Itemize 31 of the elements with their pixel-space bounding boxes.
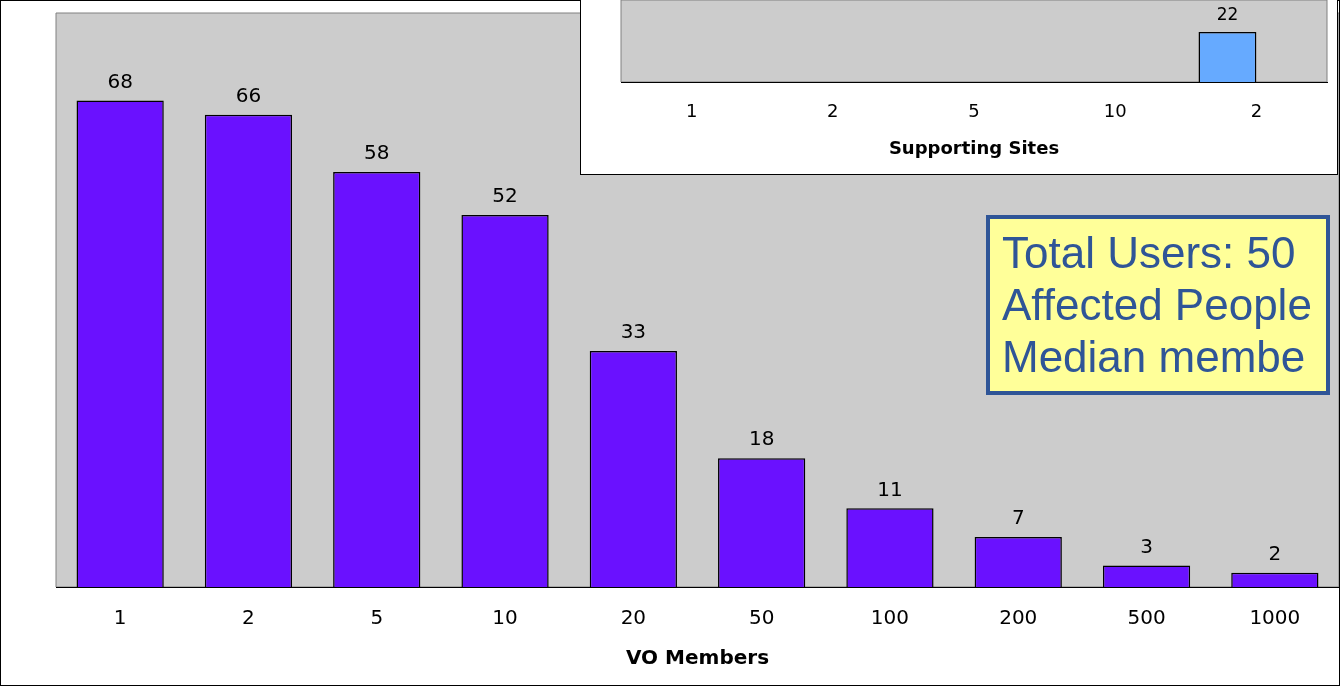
data-label: 3: [1140, 533, 1153, 558]
data-label: 11: [877, 476, 903, 501]
x-tick-label: 2: [242, 605, 255, 630]
data-label: 22: [1216, 3, 1239, 24]
x-tick-label: 5: [370, 605, 384, 630]
x-tick-label: 200: [999, 605, 1038, 630]
x-tick-label: 10: [492, 605, 518, 630]
data-label: 58: [364, 140, 390, 165]
x-tick-label: 5: [968, 100, 980, 122]
data-label: 68: [107, 68, 133, 93]
x-tick-label: 10: [1103, 100, 1127, 122]
x-tick-label: 2: [827, 100, 839, 122]
x-tick-label: 1: [685, 100, 698, 122]
annotation: Total Users: 50: [1002, 227, 1297, 279]
x-tick-label: 20: [620, 605, 647, 630]
x-axis-title: VO Members: [625, 645, 770, 670]
annotation: Median membe: [1002, 331, 1307, 383]
x-axis-title: Supporting Sites: [888, 136, 1060, 158]
x-tick-label: 2: [1250, 100, 1263, 122]
x-tick-label: 500: [1127, 605, 1166, 630]
data-label: 2: [1268, 540, 1282, 565]
x-tick-label: 1: [113, 605, 127, 630]
data-label: 66: [235, 83, 262, 108]
x-tick-label: 1000: [1249, 605, 1301, 630]
data-label: 18: [748, 426, 775, 451]
annotation: Affected People: [1002, 279, 1313, 331]
x-tick-label: 50: [748, 605, 775, 630]
data-label: 7: [1011, 505, 1025, 530]
data-label: 33: [620, 319, 647, 344]
data-label: 52: [492, 183, 518, 208]
x-tick-label: 100: [870, 605, 910, 630]
